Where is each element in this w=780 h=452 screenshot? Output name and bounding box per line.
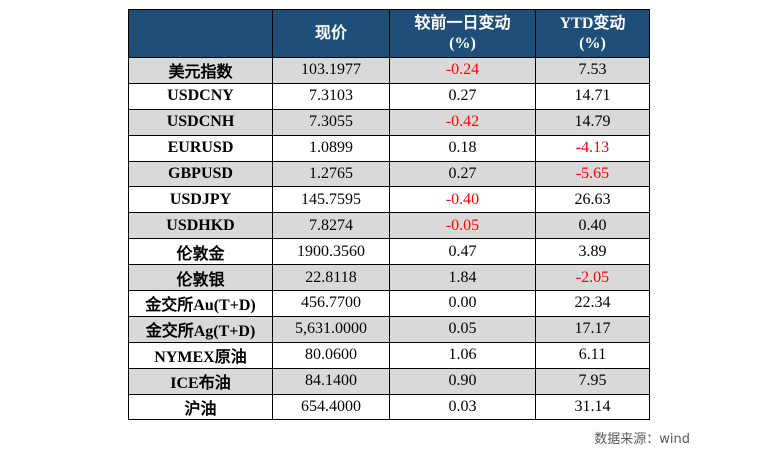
ytd-change-cell: 3.89 (535, 238, 650, 266)
instrument-name-cell: NYMEX原油 (128, 341, 273, 369)
table-row: 金交所Au(T+D) 456.7700 0.00 22.34 (128, 290, 650, 317)
header-corner-cell (128, 9, 273, 58)
table-row: USDHKD 7.8274 -0.05 0.40 (128, 212, 650, 240)
ytd-change-cell: 26.63 (535, 186, 650, 214)
table-row: ICE布油 84.1400 0.90 7.95 (128, 367, 650, 395)
instrument-name-cell: 美元指数 (128, 57, 273, 84)
header-ytd-change: YTD变动 (%) (535, 9, 650, 58)
price-cell: 84.1400 (272, 367, 390, 395)
price-cell: 103.1977 (272, 57, 390, 84)
price-cell: 80.0600 (272, 341, 390, 369)
day-change-cell: -0.40 (389, 186, 536, 214)
header-ytd-change-line2: (%) (579, 34, 606, 52)
table-row: 伦敦金 1900.3560 0.47 3.89 (128, 238, 650, 266)
ytd-change-cell: 7.95 (535, 367, 650, 395)
table-row: GBPUSD 1.2765 0.27 -5.65 (128, 160, 650, 188)
day-change-cell: 1.84 (389, 264, 536, 292)
header-ytd-change-line1: YTD变动 (559, 14, 626, 32)
table-row: 金交所Ag(T+D) 5,631.0000 0.05 17.17 (128, 315, 650, 343)
ytd-change-cell: 7.53 (535, 57, 650, 84)
day-change-cell: 0.90 (389, 367, 536, 395)
day-change-cell: 0.47 (389, 238, 536, 266)
instrument-name-cell: 伦敦金 (128, 238, 273, 266)
table-row: USDJPY 145.7595 -0.40 26.63 (128, 186, 650, 214)
instrument-name-cell: 沪油 (128, 393, 273, 421)
price-cell: 7.8274 (272, 212, 390, 240)
instrument-name-cell: USDCNH (128, 108, 273, 136)
header-day-change: 较前一日变动 (%) (389, 9, 536, 58)
day-change-cell: 0.00 (389, 290, 536, 317)
price-cell: 7.3103 (272, 82, 390, 110)
price-cell: 456.7700 (272, 290, 390, 317)
price-cell: 654.4000 (272, 393, 390, 421)
day-change-cell: 0.27 (389, 82, 536, 110)
day-change-cell: 0.27 (389, 160, 536, 188)
table-row: 伦敦银 22.8118 1.84 -2.05 (128, 264, 650, 292)
table-row: 美元指数 103.1977 -0.24 7.53 (128, 57, 650, 84)
instrument-name-cell: 金交所Ag(T+D) (128, 315, 273, 343)
instrument-name-cell: USDJPY (128, 186, 273, 214)
header-day-change-line1: 较前一日变动 (414, 14, 511, 32)
day-change-cell: -0.24 (389, 57, 536, 84)
ytd-change-cell: -2.05 (535, 264, 650, 292)
table-row: EURUSD 1.0899 0.18 -4.13 (128, 134, 650, 162)
instrument-name-cell: 伦敦银 (128, 264, 273, 292)
price-cell: 5,631.0000 (272, 315, 390, 343)
ytd-change-cell: -5.65 (535, 160, 650, 188)
table-row: 沪油 654.4000 0.03 31.14 (128, 393, 650, 421)
instrument-name-cell: 金交所Au(T+D) (128, 290, 273, 317)
ytd-change-cell: 31.14 (535, 393, 650, 421)
data-source-note: 数据来源：wind (594, 432, 690, 447)
instrument-name-cell: EURUSD (128, 134, 273, 162)
price-cell: 145.7595 (272, 186, 390, 214)
ytd-change-cell: 14.71 (535, 82, 650, 110)
day-change-cell: 0.05 (389, 315, 536, 343)
price-cell: 1.0899 (272, 134, 390, 162)
ytd-change-cell: 6.11 (535, 341, 650, 369)
ytd-change-cell: 14.79 (535, 108, 650, 136)
table-row: USDCNY 7.3103 0.27 14.71 (128, 82, 650, 110)
day-change-cell: 0.18 (389, 134, 536, 162)
price-cell: 7.3055 (272, 108, 390, 136)
header-day-change-line2: (%) (449, 34, 476, 52)
instrument-name-cell: ICE布油 (128, 367, 273, 395)
price-cell: 22.8118 (272, 264, 390, 292)
market-data-table: 现价 较前一日变动 (%) YTD变动 (%) 美元指数 103.1977 -0.2… (128, 9, 650, 421)
table-header-row: 现价 较前一日变动 (%) YTD变动 (%) (128, 9, 650, 58)
day-change-cell: 0.03 (389, 393, 536, 421)
day-change-cell: 1.06 (389, 341, 536, 369)
header-price: 现价 (272, 9, 390, 58)
ytd-change-cell: 17.17 (535, 315, 650, 343)
instrument-name-cell: GBPUSD (128, 160, 273, 188)
ytd-change-cell: -4.13 (535, 134, 650, 162)
ytd-change-cell: 22.34 (535, 290, 650, 317)
table-row: NYMEX原油 80.0600 1.06 6.11 (128, 341, 650, 369)
day-change-cell: -0.05 (389, 212, 536, 240)
ytd-change-cell: 0.40 (535, 212, 650, 240)
instrument-name-cell: USDCNY (128, 82, 273, 110)
table-row: USDCNH 7.3055 -0.42 14.79 (128, 108, 650, 136)
day-change-cell: -0.42 (389, 108, 536, 136)
price-cell: 1900.3560 (272, 238, 390, 266)
price-cell: 1.2765 (272, 160, 390, 188)
instrument-name-cell: USDHKD (128, 212, 273, 240)
